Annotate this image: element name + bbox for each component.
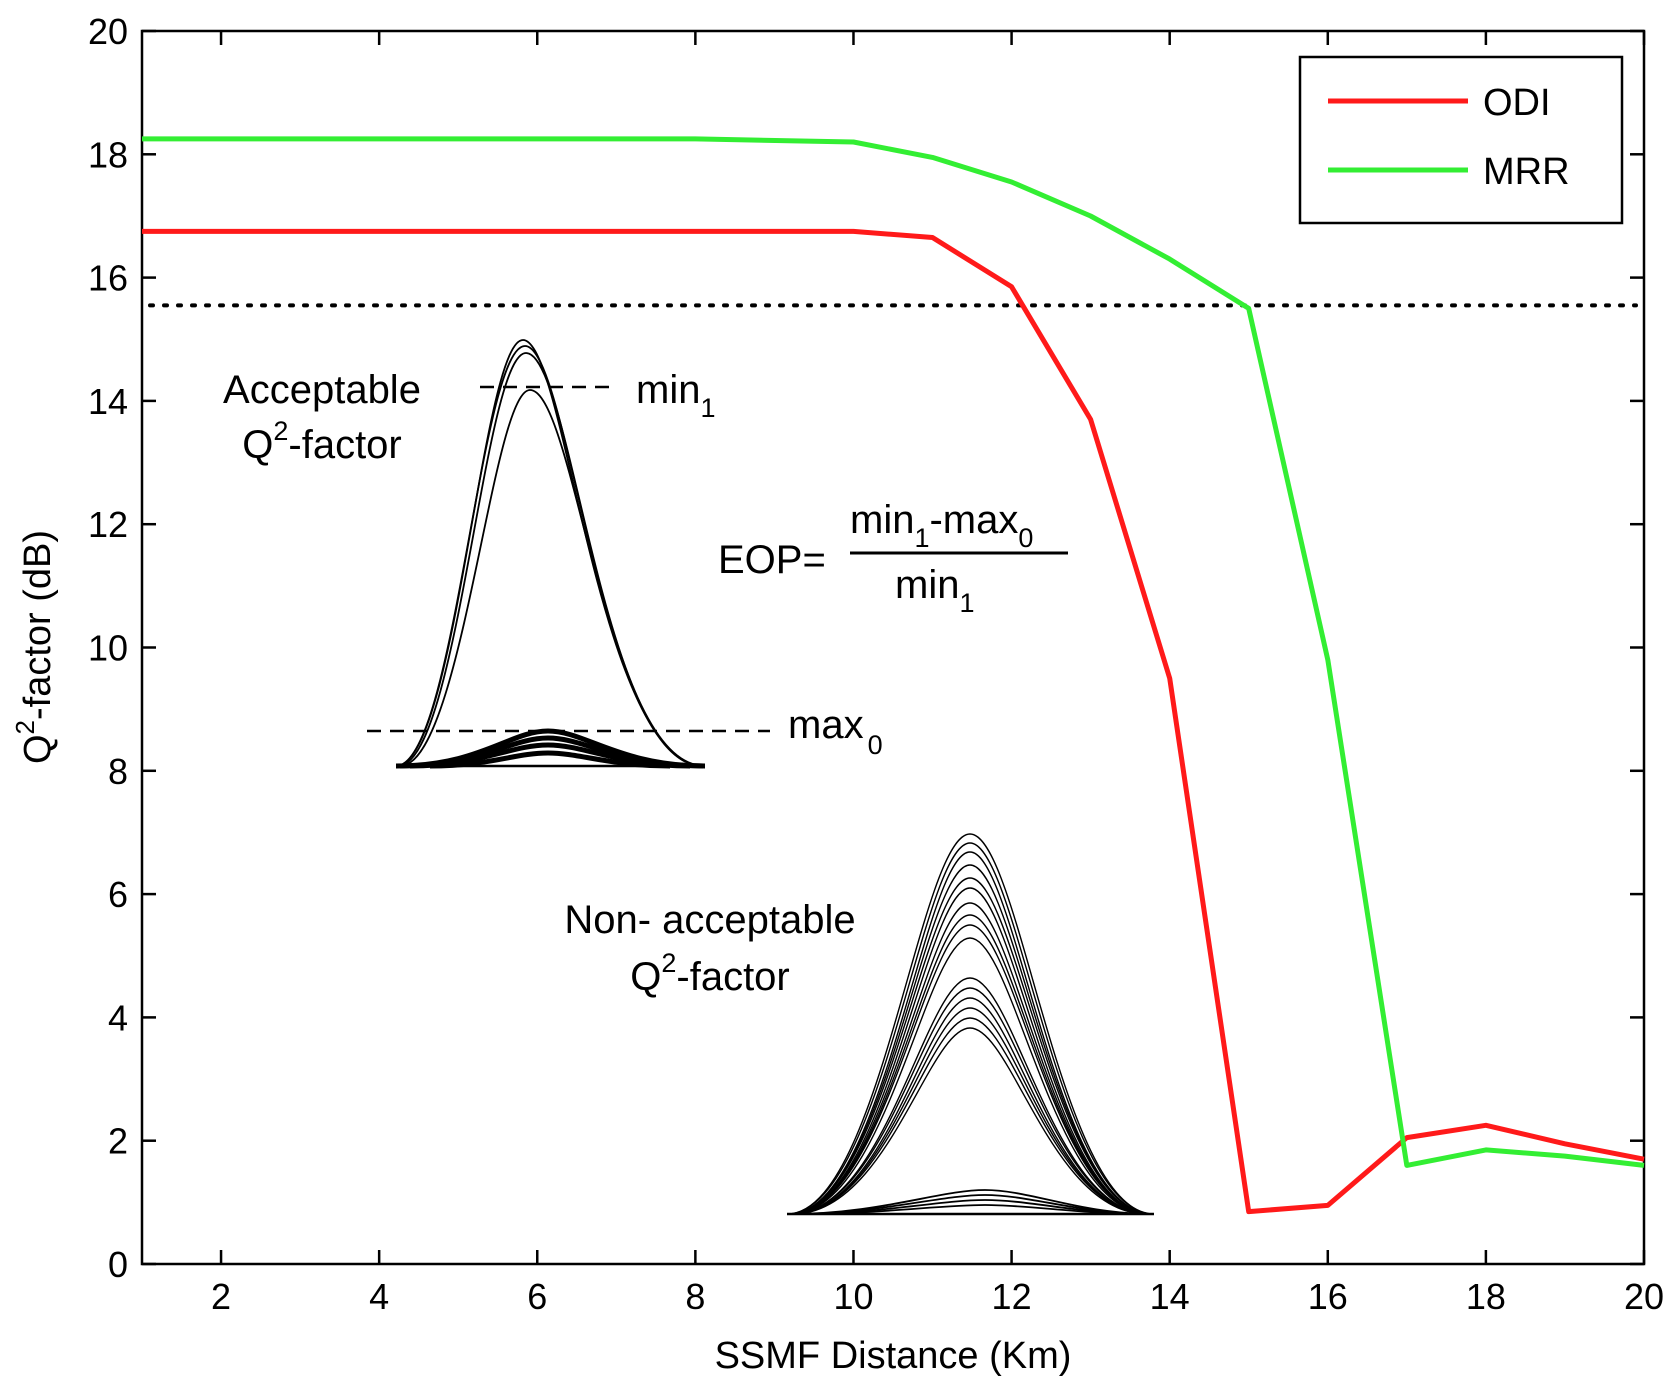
min1-label: min1 (636, 368, 715, 423)
y-tick-label: 10 (88, 628, 128, 669)
legend-label-mrr: MRR (1483, 151, 1570, 193)
non-acceptable-q2-label: Q2-factor (630, 948, 790, 999)
y-axis-title: Q2-factor (dB) (10, 530, 59, 764)
y-tick-label: 16 (88, 258, 128, 299)
legend-label-odi: ODI (1483, 82, 1551, 124)
non-acceptable-label: Non- acceptable (564, 898, 855, 942)
x-tick-label: 6 (527, 1276, 547, 1317)
eop-numerator: min1-max0 (850, 498, 1033, 553)
y-tick-label: 8 (108, 751, 128, 792)
eop-denominator: min1 (895, 563, 974, 618)
y-tick-label: 14 (88, 381, 128, 422)
acceptable-label: Acceptable (223, 368, 421, 412)
y-tick-label: 0 (108, 1244, 128, 1285)
x-tick-label: 16 (1308, 1276, 1348, 1317)
x-axis-title: SSMF Distance (Km) (715, 1335, 1072, 1377)
eop-prefix: EOP= (718, 538, 826, 582)
y-tick-label: 18 (88, 134, 128, 175)
x-tick-label: 14 (1150, 1276, 1190, 1317)
eye-diagram-acceptable (395, 339, 706, 769)
x-axis-ticks: 2 4 6 8 10 12 14 16 18 20 (211, 31, 1664, 1317)
legend: ODI MRR (1298, 55, 1624, 225)
x-tick-label: 20 (1624, 1276, 1664, 1317)
y-axis-ticks: 0 2 4 6 8 10 12 14 16 18 20 (88, 11, 1644, 1285)
y-tick-label: 20 (88, 11, 128, 52)
x-tick-label: 12 (992, 1276, 1032, 1317)
acceptable-q2-label: Q2-factor (242, 416, 402, 467)
series-line-mrr (142, 136, 1645, 1168)
x-tick-label: 18 (1466, 1276, 1506, 1317)
y-tick-label: 6 (108, 874, 128, 915)
legend-box (1298, 55, 1624, 225)
x-tick-label: 2 (211, 1276, 231, 1317)
y-tick-label: 12 (88, 504, 128, 545)
series-line-odi (142, 228, 1645, 1215)
y-tick-label: 2 (108, 1121, 128, 1162)
eye-diagram-non-acceptable (786, 833, 1155, 1216)
x-tick-label: 8 (685, 1276, 705, 1317)
max0-label: max 0 (788, 703, 883, 760)
y-tick-label: 4 (108, 997, 128, 1038)
x-tick-label: 10 (833, 1276, 873, 1317)
x-tick-label: 4 (369, 1276, 389, 1317)
